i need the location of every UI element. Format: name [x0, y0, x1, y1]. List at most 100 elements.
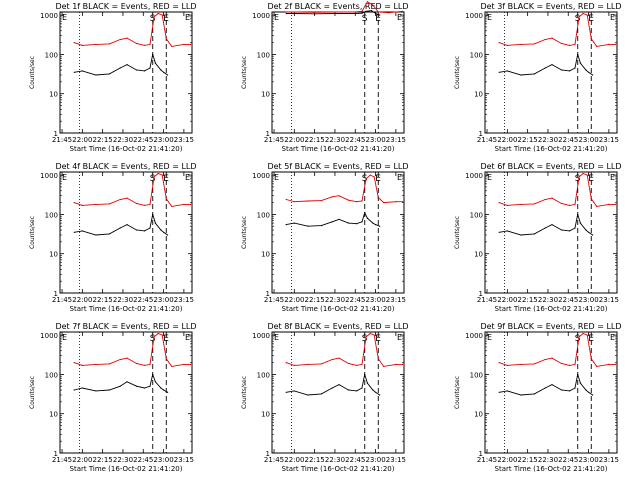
start-marker-label: S [362, 14, 368, 24]
data-point-lld [365, 336, 367, 338]
data-point-events [293, 390, 295, 392]
data-point-lld [95, 363, 97, 365]
x-axis-label: Start Time (16-Oct-02 21:41:20) [70, 305, 183, 313]
data-point-events [361, 387, 363, 389]
data-point-lld [153, 336, 155, 338]
y-tick-label: 1000 [40, 172, 58, 180]
data-point-events [364, 373, 366, 375]
x-tick-label: 23:00 [365, 456, 385, 464]
data-point-lld [498, 362, 500, 364]
data-point-lld [578, 336, 580, 338]
data-point-lld [569, 364, 571, 366]
data-point-events [379, 14, 381, 16]
y-tick-label: 1 [266, 450, 270, 458]
y-axis-label: Counts/sec [241, 216, 248, 249]
start-marker-label-corner: E [62, 173, 67, 182]
x-tick-label: 22:30 [113, 136, 133, 144]
data-point-lld [293, 11, 295, 13]
data-point-lld [388, 12, 390, 14]
data-point-lld [338, 195, 340, 197]
data-point-events [73, 231, 75, 233]
data-point-events [152, 53, 154, 56]
end-marker-label-corner: E [397, 333, 402, 342]
x-tick-label: 23:15 [174, 296, 194, 304]
y-tick-label: 1000 [252, 172, 270, 180]
start-marker-label: S [150, 334, 156, 344]
panel-7: Det 7f BLACK = Events, RED = LLD Counts/s… [29, 322, 197, 473]
data-point-events [95, 234, 97, 236]
plot-frame [59, 331, 193, 454]
data-point-lld [183, 43, 185, 46]
data-point-lld [361, 363, 363, 365]
x-tick-label: 22:30 [325, 296, 345, 304]
start-marker-label: S [362, 334, 368, 344]
end-marker-label-corner: E [185, 333, 190, 342]
data-point-events [154, 222, 156, 224]
data-point-events [585, 69, 587, 71]
x-axis-label: Start Time (16-Oct-02 21:41:20) [495, 305, 608, 313]
data-point-lld [144, 364, 146, 366]
data-point-lld [586, 14, 588, 16]
series-lld [499, 172, 616, 207]
data-point-events [544, 67, 546, 69]
y-tick-label: 100 [470, 211, 483, 219]
x-tick-label: 23:00 [153, 296, 173, 304]
data-point-events [375, 224, 377, 226]
data-point-events [569, 230, 571, 232]
data-point-lld [383, 365, 385, 367]
data-point-lld [81, 44, 83, 47]
panel-title: Det 8f BLACK = Events, RED = LLD [267, 322, 408, 331]
panel-4: Det 4f BLACK = Events, RED = LLD Counts/s… [29, 162, 197, 313]
data-point-events [160, 387, 162, 389]
data-point-events [551, 224, 553, 226]
plot-frame [271, 171, 405, 294]
plot-frame [484, 331, 618, 454]
data-point-lld [356, 364, 358, 366]
y-tick-label: 100 [45, 371, 58, 379]
x-tick-label: 21:45 [264, 456, 284, 464]
data-point-lld [149, 43, 151, 46]
series-events [74, 372, 168, 393]
data-point-lld [334, 11, 336, 13]
y-tick-label: 10 [261, 91, 270, 99]
data-point-lld [366, 1, 368, 3]
x-tick-label: 22:45 [558, 296, 578, 304]
data-point-lld [171, 205, 173, 207]
data-point-events [506, 70, 508, 72]
end-marker-label: E [375, 334, 381, 344]
data-point-lld [157, 12, 159, 15]
data-point-lld [533, 203, 536, 205]
data-point-events [314, 13, 316, 15]
x-axis-label: Start Time (16-Oct-02 21:41:20) [282, 305, 395, 313]
data-point-events [285, 224, 287, 226]
start-marker-label-corner: E [487, 333, 492, 342]
start-marker-label-corner: E [274, 173, 279, 182]
y-axis-label: Counts/sec [454, 56, 461, 89]
series-events [499, 54, 593, 76]
data-point-events [149, 385, 151, 387]
x-tick-label: 23:15 [174, 456, 194, 464]
series-lld [499, 12, 616, 47]
x-tick-label: 22:30 [325, 136, 345, 144]
series-events [74, 54, 168, 76]
end-marker-label-corner: E [610, 173, 615, 182]
series-events [499, 214, 593, 236]
panel-title: Det 7f BLACK = Events, RED = LLD [55, 322, 196, 331]
x-tick-label: 22:00 [497, 136, 517, 144]
x-axis-label: Start Time (16-Oct-02 21:41:20) [282, 145, 395, 153]
data-point-lld [293, 201, 295, 203]
data-point-events [144, 230, 146, 232]
data-point-events [574, 67, 576, 69]
data-point-lld [331, 358, 333, 361]
data-point-lld [73, 202, 75, 204]
y-tick-label: 1 [54, 290, 58, 298]
x-tick-label: 22:15 [305, 136, 325, 144]
data-point-events [579, 222, 582, 224]
x-tick-label: 21:45 [477, 296, 497, 304]
data-point-events [361, 12, 363, 14]
y-tick-label: 1 [266, 130, 270, 138]
data-point-lld [126, 357, 128, 359]
data-point-lld [320, 363, 322, 365]
end-marker-label-corner: E [610, 13, 615, 22]
data-point-lld [383, 202, 385, 204]
